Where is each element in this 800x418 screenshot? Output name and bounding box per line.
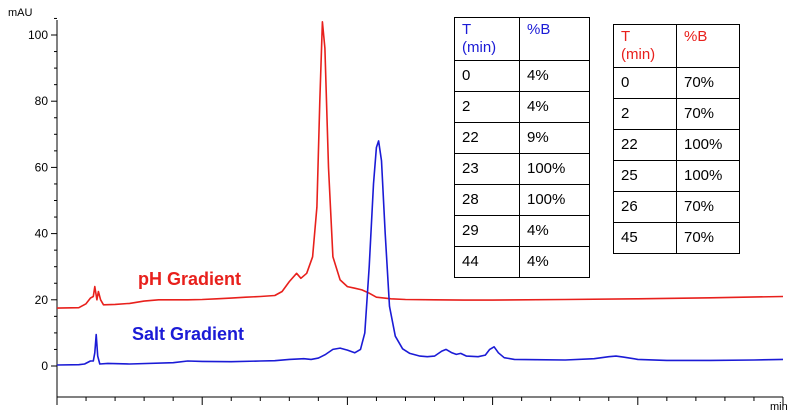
chart-series bbox=[56, 21, 784, 366]
ph-time-cell: 2 bbox=[613, 98, 677, 130]
ph-gradient-trace bbox=[56, 21, 784, 309]
ph-time-cell: 0 bbox=[613, 67, 677, 99]
salt-percent-b-cell: 9% bbox=[519, 122, 590, 154]
salt-time-cell: 23 bbox=[454, 153, 520, 185]
ph-percent-b-cell: 70% bbox=[676, 98, 740, 130]
ph-percent-b-cell: 70% bbox=[676, 222, 740, 254]
series-label-ph: pH Gradient bbox=[138, 269, 241, 289]
y-tick-label: 80 bbox=[35, 94, 49, 108]
series-label-salt: Salt Gradient bbox=[132, 324, 244, 344]
y-axis-unit-label: mAU bbox=[8, 7, 33, 19]
salt-time-cell: 22 bbox=[454, 122, 520, 154]
ph-header-b: %B bbox=[676, 24, 740, 68]
x-axis-unit-label: min bbox=[770, 401, 788, 413]
salt-row: 29 4% bbox=[454, 215, 590, 247]
salt-time-cell: 29 bbox=[454, 215, 520, 247]
ph-gradient-table: T (min) %B 0 70% 2 70% 22 100% 25 100% 26 70% 45 70… bbox=[613, 24, 740, 254]
ph-time-cell: 45 bbox=[613, 222, 677, 254]
salt-row: 2 4% bbox=[454, 91, 590, 123]
ph-header-time: T (min) bbox=[613, 24, 677, 68]
ph-row: 22 100% bbox=[613, 129, 740, 161]
ph-time-cell: 22 bbox=[613, 129, 677, 161]
y-tick-label: 100 bbox=[28, 28, 48, 42]
ph-time-cell: 26 bbox=[613, 191, 677, 223]
salt-row: 28 100% bbox=[454, 184, 590, 216]
salt-percent-b-cell: 100% bbox=[519, 153, 590, 185]
ph-row: 25 100% bbox=[613, 160, 740, 192]
ph-row: 45 70% bbox=[613, 222, 740, 254]
salt-header-time: T (min) bbox=[454, 17, 520, 61]
salt-time-cell: 28 bbox=[454, 184, 520, 216]
ph-row: 26 70% bbox=[613, 191, 740, 223]
salt-row: 0 4% bbox=[454, 60, 590, 92]
salt-row: 22 9% bbox=[454, 122, 590, 154]
salt-percent-b-cell: 4% bbox=[519, 246, 590, 278]
y-tick-label: 20 bbox=[35, 293, 49, 307]
salt-gradient-table: T (min) %B 0 4% 2 4% 22 9% 23 100% 28 100% 29 4% 44 4… bbox=[454, 17, 590, 278]
salt-time-cell: 2 bbox=[454, 91, 520, 123]
ph-time-cell: 25 bbox=[613, 160, 677, 192]
ph-percent-b-cell: 70% bbox=[676, 191, 740, 223]
ph-percent-b-cell: 100% bbox=[676, 160, 740, 192]
salt-percent-b-cell: 4% bbox=[519, 215, 590, 247]
ph-percent-b-cell: 70% bbox=[676, 67, 740, 99]
salt-percent-b-cell: 100% bbox=[519, 184, 590, 216]
salt-percent-b-cell: 4% bbox=[519, 60, 590, 92]
ph-row: 0 70% bbox=[613, 67, 740, 99]
salt-row: 23 100% bbox=[454, 153, 590, 185]
y-tick-label: 0 bbox=[41, 359, 48, 373]
salt-header-b: %B bbox=[519, 17, 590, 61]
ph-percent-b-cell: 100% bbox=[676, 129, 740, 161]
salt-time-cell: 0 bbox=[454, 60, 520, 92]
salt-percent-b-cell: 4% bbox=[519, 91, 590, 123]
salt-row: 44 4% bbox=[454, 246, 590, 278]
y-tick-label: 40 bbox=[35, 227, 49, 241]
salt-time-cell: 44 bbox=[454, 246, 520, 278]
y-tick-label: 60 bbox=[35, 160, 49, 174]
salt-gradient-trace bbox=[56, 140, 784, 366]
ph-row: 2 70% bbox=[613, 98, 740, 130]
